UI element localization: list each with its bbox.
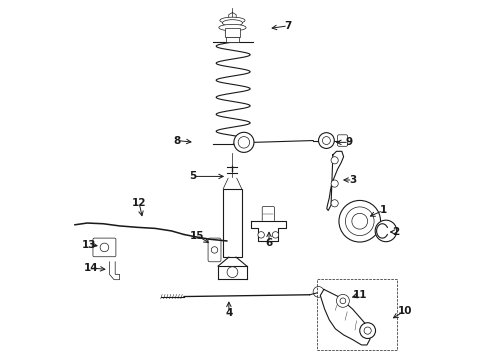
Text: 7: 7 [284,21,292,31]
Ellipse shape [222,20,243,26]
Circle shape [238,136,250,148]
FancyBboxPatch shape [338,135,347,146]
Circle shape [272,231,279,238]
Circle shape [360,323,375,338]
Text: 10: 10 [397,306,412,316]
Polygon shape [327,151,343,211]
Text: 13: 13 [82,239,96,249]
Circle shape [375,220,397,242]
Text: 8: 8 [173,136,180,145]
FancyBboxPatch shape [223,189,242,257]
Circle shape [345,207,374,235]
Text: 4: 4 [225,308,233,318]
Text: 9: 9 [345,138,353,147]
Ellipse shape [219,24,246,31]
FancyBboxPatch shape [224,28,240,37]
Circle shape [322,136,330,144]
Text: 15: 15 [190,231,204,240]
Circle shape [340,298,346,304]
FancyBboxPatch shape [208,238,221,262]
Circle shape [100,243,109,252]
Circle shape [339,201,381,242]
Circle shape [331,157,338,164]
Ellipse shape [220,17,245,24]
Text: 11: 11 [352,290,367,300]
Polygon shape [320,289,370,345]
Circle shape [258,231,265,238]
Circle shape [331,180,338,187]
Circle shape [313,287,324,297]
Text: 14: 14 [83,263,98,273]
Text: 2: 2 [392,227,399,237]
Circle shape [318,133,334,148]
Circle shape [364,327,371,334]
Text: 1: 1 [379,206,387,216]
Circle shape [211,247,218,253]
Circle shape [234,132,254,152]
FancyBboxPatch shape [262,207,274,222]
Text: 5: 5 [189,171,196,181]
Text: 12: 12 [132,198,147,208]
Circle shape [352,213,368,229]
Circle shape [331,200,338,207]
Text: 3: 3 [349,175,356,185]
FancyBboxPatch shape [226,37,239,42]
Text: 6: 6 [266,238,272,248]
Circle shape [337,294,349,307]
Circle shape [227,267,238,278]
Polygon shape [251,221,286,241]
FancyBboxPatch shape [93,238,116,257]
